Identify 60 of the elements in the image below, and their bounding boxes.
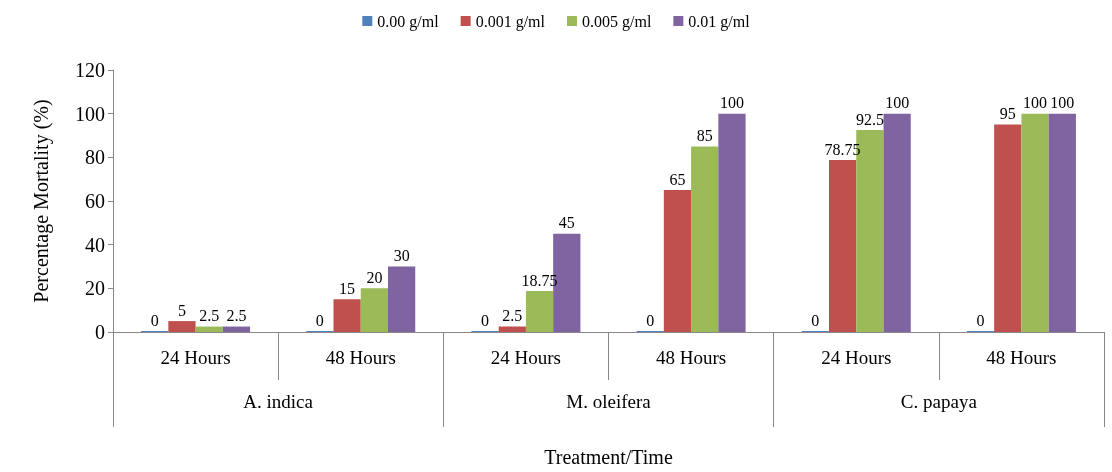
y-tick-label: 80	[85, 146, 105, 169]
data-label: 0	[976, 311, 985, 329]
bar	[883, 113, 911, 332]
data-label: 100	[885, 94, 910, 112]
data-label: 100	[1050, 94, 1075, 112]
y-tick-label: 60	[85, 190, 105, 212]
bar	[994, 124, 1022, 332]
text: A. indica	[243, 391, 314, 412]
legend-label: 0.00 g/ml	[377, 12, 440, 31]
bar	[1021, 113, 1049, 332]
data-label: 2.5	[226, 307, 247, 325]
bar	[195, 326, 223, 332]
bar	[360, 288, 388, 332]
bar	[333, 299, 361, 332]
legend-label: 0.01 g/ml	[688, 12, 751, 31]
x-tick-label: 24 Hours	[160, 347, 231, 368]
y-tick-label: 100	[75, 102, 105, 125]
bar	[691, 146, 719, 332]
y-axis-title: Percentage Mortality (%)	[30, 99, 53, 303]
data-label: 15	[339, 279, 356, 297]
bar	[168, 321, 196, 332]
data-label: 0	[481, 311, 490, 329]
x-tick-label: 24 Hours	[490, 347, 562, 368]
bar	[388, 266, 416, 332]
data-label: 30	[393, 247, 410, 264]
data-label: 92.5	[855, 110, 884, 128]
data-label: 85	[696, 126, 713, 144]
data-label: 45	[558, 214, 575, 232]
data-label: 5	[177, 301, 186, 319]
text: C. papaya	[900, 391, 978, 412]
x-axis-title: Treatment/Time	[544, 446, 673, 468]
x-tick-label: 48 Hours	[986, 347, 1057, 368]
data-label: 100	[1023, 94, 1048, 112]
x-tick-label: 48 Hours	[655, 347, 727, 368]
bar	[498, 326, 526, 332]
y-tick-label: 120	[75, 59, 105, 81]
legend-label: 0.001 g/ml	[475, 12, 546, 31]
data-label: 0	[315, 311, 324, 329]
bar	[525, 291, 554, 332]
data-label: 0	[811, 311, 820, 329]
y-tick-label: 40	[85, 233, 105, 256]
y-tick-label: 0	[95, 321, 105, 343]
bar	[663, 190, 692, 332]
bar	[829, 160, 857, 332]
data-label: 0	[646, 311, 655, 329]
y-tick-label: 20	[85, 277, 105, 300]
bar	[222, 326, 251, 332]
x-tick-label: 24 Hours	[821, 347, 892, 368]
legend-label: 0.005 g/ml	[582, 12, 652, 31]
bar	[718, 113, 746, 332]
data-label: 20	[366, 268, 383, 286]
data-label: 2.5	[199, 307, 220, 325]
x-tick-label: 48 Hours	[325, 347, 396, 368]
bar	[1048, 113, 1076, 332]
data-label: 100	[719, 94, 744, 112]
data-label: 2.5	[502, 307, 523, 325]
text: M. oleifera	[566, 391, 652, 412]
data-label: 0	[150, 311, 159, 329]
data-label: 95	[999, 105, 1016, 123]
data-label: 65	[669, 170, 686, 188]
